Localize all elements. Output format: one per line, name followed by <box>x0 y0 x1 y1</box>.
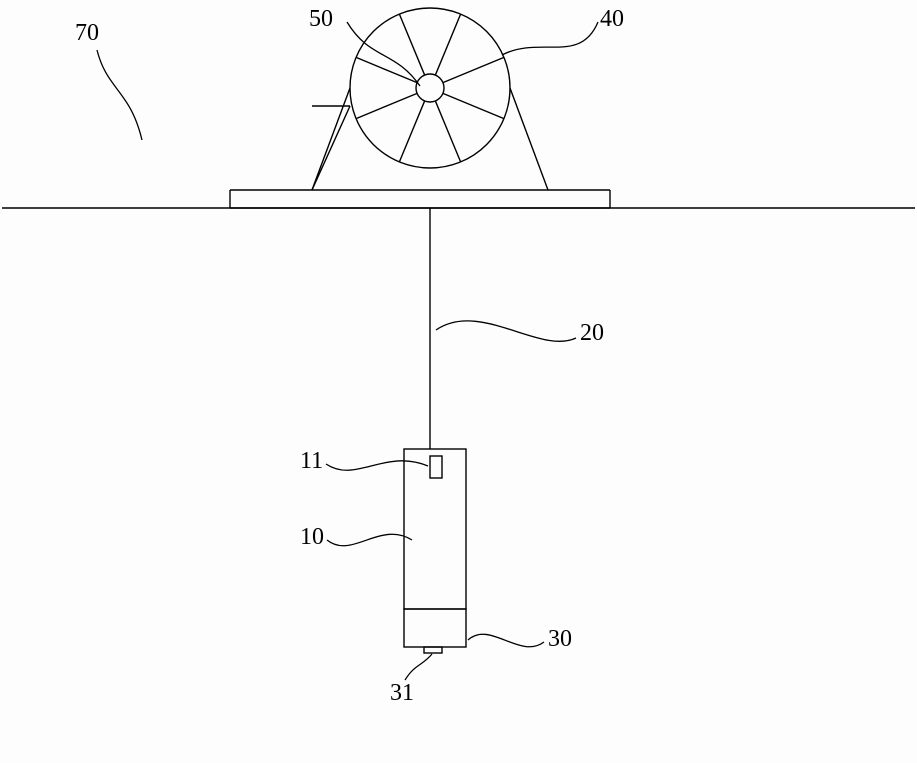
diagram-root: 70 50 40 20 11 10 30 31 <box>0 0 917 763</box>
diagram-svg <box>0 0 917 763</box>
label-40: 40 <box>600 6 624 33</box>
label-10: 10 <box>300 524 324 551</box>
label-20: 20 <box>580 320 604 347</box>
label-31: 31 <box>390 680 414 707</box>
label-11: 11 <box>300 448 323 475</box>
label-30: 30 <box>548 626 572 653</box>
label-70: 70 <box>75 20 99 47</box>
label-50: 50 <box>309 6 333 33</box>
